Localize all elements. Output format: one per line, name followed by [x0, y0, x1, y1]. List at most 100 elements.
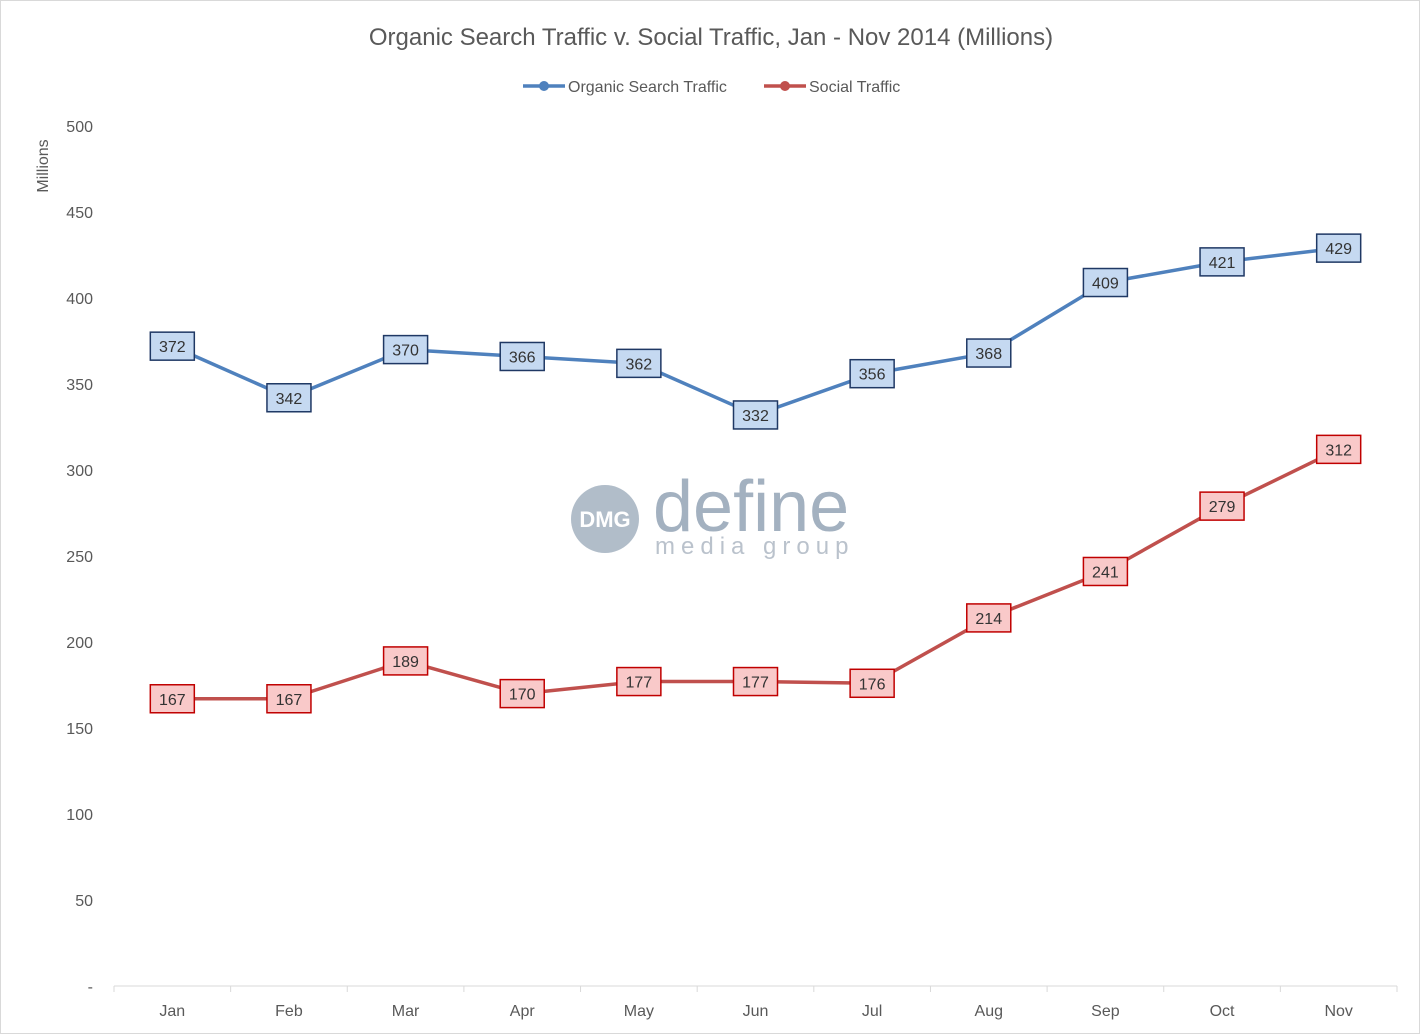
data-point-label: 429 [1315, 233, 1362, 263]
data-label-box [732, 400, 779, 430]
x-tick-label: Apr [510, 1003, 536, 1020]
y-tick-label: 400 [66, 291, 93, 308]
data-point-label: 362 [616, 348, 662, 379]
data-label-box [1199, 491, 1245, 521]
data-point-label: 176 [849, 668, 895, 699]
data-point-label: 170 [499, 678, 545, 709]
watermark-subtitle: media group [655, 533, 854, 560]
data-label-box [966, 603, 1012, 633]
data-label-box [616, 666, 662, 697]
data-point-label: 356 [849, 358, 895, 389]
data-point-label: 370 [382, 334, 429, 365]
y-tick-label: 500 [66, 119, 93, 136]
legend-item: Organic Search Traffic [523, 79, 727, 96]
y-tick-label: - [88, 979, 93, 996]
data-point-label: 167 [149, 684, 196, 714]
y-axis-label: Millions [35, 139, 52, 192]
y-tick-label: 50 [75, 893, 93, 910]
data-label-value: 312 [1325, 442, 1352, 459]
watermark-logo: DMG define media group [571, 467, 854, 560]
data-label-box [1315, 434, 1362, 465]
data-label-box [849, 668, 895, 699]
data-label-box [1315, 233, 1362, 263]
data-label-value: 167 [276, 692, 303, 709]
data-label-box [616, 348, 662, 379]
data-label-value: 176 [859, 676, 886, 693]
data-point-label: 332 [732, 400, 779, 430]
x-tick-label: Aug [975, 1003, 1003, 1020]
data-label-value: 167 [159, 692, 186, 709]
data-label-value: 177 [626, 675, 653, 692]
data-label-value: 189 [392, 654, 419, 671]
y-tick-label: 300 [66, 463, 93, 480]
x-tick-label: May [624, 1003, 654, 1020]
data-label-box [1082, 267, 1129, 298]
data-label-value: 279 [1209, 499, 1236, 516]
y-tick-label: 100 [66, 807, 93, 824]
watermark-word: define [653, 467, 849, 547]
chart-title: Organic Search Traffic v. Social Traffic… [369, 24, 1053, 51]
data-label-box [149, 684, 196, 714]
data-label-box [1082, 556, 1129, 587]
data-point-label: 214 [966, 603, 1012, 633]
series-line [170, 246, 1341, 417]
data-point-label: 372 [149, 331, 196, 361]
data-label-value: 177 [742, 675, 769, 692]
data-point-label: 368 [966, 338, 1012, 368]
x-tick-label: Jun [743, 1003, 769, 1020]
data-point-label: 189 [382, 646, 429, 676]
data-label-box [266, 383, 312, 413]
data-label-value: 170 [509, 687, 536, 704]
data-point-label: 312 [1315, 434, 1362, 465]
x-tick-label: Nov [1324, 1003, 1352, 1020]
data-label-box [732, 666, 779, 697]
x-tick-label: Mar [392, 1003, 420, 1020]
data-label-value: 366 [509, 349, 536, 366]
data-label-box [499, 341, 545, 372]
data-label-value: 368 [975, 346, 1002, 363]
data-label-value: 241 [1092, 564, 1119, 581]
legend-label: Organic Search Traffic [568, 79, 727, 96]
data-label-value: 356 [859, 367, 886, 384]
data-label-box [149, 331, 196, 361]
legend-marker [539, 81, 549, 91]
legend-item: Social Traffic [764, 79, 900, 96]
legend-label: Social Traffic [809, 79, 900, 96]
x-tick-label: Sep [1091, 1003, 1120, 1020]
data-label-value: 342 [276, 391, 303, 408]
x-axis: Jan Feb Mar Apr May Jun Jul Aug Sep Oct Nov [113, 985, 1398, 1020]
data-labels-layer: 372 342 370 366 362 332 356 368 409 421 429 167 167 1… [149, 233, 1362, 714]
data-label-value: 409 [1092, 276, 1119, 293]
y-tick-label: 150 [66, 721, 93, 738]
x-tick-label: Jul [862, 1003, 882, 1020]
data-label-box [849, 358, 895, 389]
data-label-box [266, 684, 312, 714]
x-tick-label: Feb [275, 1003, 303, 1020]
data-point-label: 421 [1199, 247, 1245, 277]
data-label-value: 332 [742, 408, 769, 425]
data-point-label: 177 [732, 666, 779, 697]
data-point-label: 177 [616, 666, 662, 697]
watermark-logo-icon [571, 485, 639, 553]
y-tick-label: 450 [66, 205, 93, 222]
data-label-value: 214 [975, 611, 1002, 628]
data-label-box [1199, 247, 1245, 277]
y-tick-label: 250 [66, 549, 93, 566]
data-label-value: 370 [392, 343, 419, 360]
data-point-label: 167 [266, 684, 312, 714]
data-label-box [382, 646, 429, 676]
data-point-label: 366 [499, 341, 545, 372]
y-axis: - 50 100 150 200 250 300 350 400 450 500 [66, 119, 93, 996]
y-tick-label: 200 [66, 635, 93, 652]
x-tick-label: Jan [159, 1003, 185, 1020]
y-tick-label: 350 [66, 377, 93, 394]
x-tick-label: Oct [1210, 1003, 1235, 1020]
legend: Organic Search Traffic Social Traffic [523, 79, 900, 96]
data-label-value: 421 [1209, 255, 1236, 272]
data-label-box [966, 338, 1012, 368]
data-label-value: 362 [626, 356, 653, 373]
data-label-box [382, 334, 429, 365]
watermark-logo-letters: DMG [579, 507, 630, 532]
